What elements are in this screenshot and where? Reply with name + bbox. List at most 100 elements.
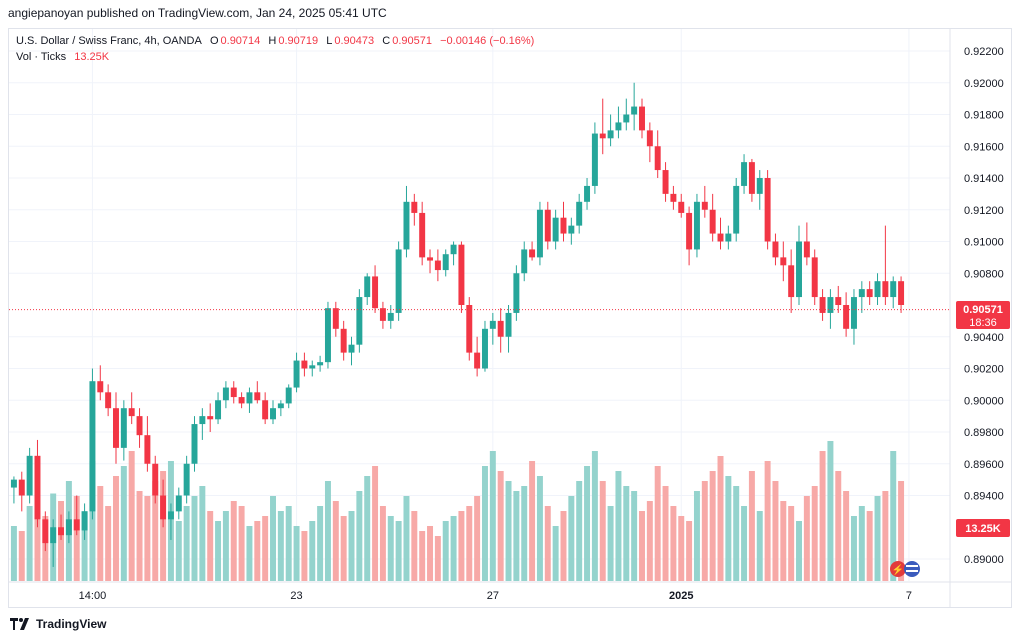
candle-body	[866, 289, 873, 298]
candle-body	[811, 257, 818, 298]
candle-body	[191, 424, 198, 464]
volume-bar	[356, 491, 363, 581]
time-axis[interactable]: 14:002327202571314:002014:0027	[79, 590, 1024, 602]
candle-body	[105, 392, 112, 409]
price-tick-label: 0.91000	[964, 237, 1004, 249]
candle-body	[356, 297, 363, 345]
candle-body	[152, 463, 159, 496]
candle-body	[725, 233, 732, 242]
candle-body	[144, 435, 151, 464]
time-tick-label: 2025	[669, 590, 693, 602]
volume-bar	[81, 511, 88, 581]
volume-bar	[843, 491, 850, 581]
candle-body	[199, 416, 206, 425]
volume-bar	[403, 496, 410, 581]
candle-body	[419, 212, 426, 258]
volume-bar	[662, 486, 669, 581]
candle-body	[42, 519, 49, 544]
candle-body	[332, 308, 339, 329]
volume-bar	[874, 496, 881, 581]
candle-body	[309, 365, 316, 369]
candle-body	[340, 328, 347, 353]
volume-bar	[317, 506, 324, 581]
low-value: 0.90473	[334, 35, 375, 47]
candle-body	[10, 479, 17, 488]
volume-bar	[772, 481, 779, 581]
symbol-name[interactable]: U.S. Dollar / Swiss Franc, 4h, OANDA	[16, 35, 202, 47]
volume-bar	[748, 471, 755, 581]
candle-body	[450, 244, 457, 255]
candle-body	[560, 217, 567, 234]
candle-body	[670, 193, 677, 202]
candle-body	[489, 320, 496, 329]
candle-body	[615, 122, 622, 131]
volume-bar	[474, 496, 481, 581]
candle-body	[120, 408, 127, 448]
volume-bar	[434, 536, 441, 581]
volume-bar	[270, 496, 276, 581]
volume-bar	[128, 451, 135, 581]
volume-bar	[631, 491, 638, 581]
change-value: −0.00146 (−0.16%)	[440, 35, 535, 47]
candle-body	[780, 257, 787, 266]
volume-label[interactable]: Vol · Ticks	[16, 51, 67, 63]
volume-bar	[293, 526, 300, 581]
high-value: 0.90719	[278, 35, 319, 47]
candle-body	[882, 281, 889, 298]
price-axis[interactable]: 0.92200 0.92000 0.91800 0.91600 0.91400 0.912…	[964, 46, 1004, 566]
volume-bar	[544, 506, 551, 581]
volume-bar	[191, 496, 198, 581]
candle-body	[238, 397, 245, 404]
candle-body	[772, 241, 779, 258]
volume-bar	[811, 486, 818, 581]
price-tick-label: 0.92000	[964, 78, 1004, 90]
volume-bar	[427, 526, 434, 581]
volume-bar	[372, 466, 379, 581]
volume-bar	[450, 516, 457, 581]
volume-bar	[222, 511, 229, 581]
candle-body	[372, 276, 379, 309]
volume-bar	[521, 486, 528, 581]
volume-bar	[764, 461, 771, 581]
volume-bar	[340, 516, 347, 581]
volume-bar	[623, 486, 630, 581]
volume-value: 13.25K	[74, 51, 110, 63]
us-flag-icon	[904, 561, 920, 577]
volume-bar	[152, 481, 159, 581]
volume-bar	[591, 451, 598, 581]
volume-tag-value: 13.25K	[965, 523, 1001, 535]
candle-body	[113, 408, 119, 448]
published-header: angiepanoyan published on TradingView.co…	[8, 6, 387, 20]
price-tick-label: 0.89400	[964, 491, 1004, 503]
volume-bar	[442, 521, 449, 581]
flag-icons[interactable]: ⚡	[890, 561, 920, 577]
candle-body	[529, 249, 536, 258]
tradingview-footer[interactable]: TradingView	[10, 617, 106, 631]
candle-body	[827, 297, 834, 313]
candle-body	[584, 185, 591, 202]
candle-body	[73, 519, 80, 531]
last-price-value: 0.90571	[963, 304, 1003, 316]
volume-bar	[796, 521, 802, 581]
candle-body	[858, 289, 865, 298]
volume-bar	[568, 496, 575, 581]
price-tick-label: 0.91600	[964, 141, 1004, 153]
price-tick-label: 0.91400	[964, 173, 1004, 185]
volume-bar	[607, 506, 614, 581]
bolt-icon: ⚡	[892, 563, 904, 576]
volume-bar	[113, 476, 119, 581]
volume-bar	[717, 456, 724, 581]
volume-bar	[395, 521, 402, 581]
volume-bar	[136, 491, 143, 581]
high-label: H	[268, 35, 277, 47]
chart-frame[interactable]	[8, 28, 1012, 608]
close-value: 0.90571	[392, 35, 432, 47]
volume-bar	[301, 531, 308, 581]
candle-body	[733, 185, 740, 234]
volume-bar	[26, 506, 33, 581]
candle-body	[701, 201, 708, 210]
candle-body	[576, 201, 583, 226]
candle-body	[686, 212, 693, 250]
time-tick-label: 23	[290, 590, 302, 602]
